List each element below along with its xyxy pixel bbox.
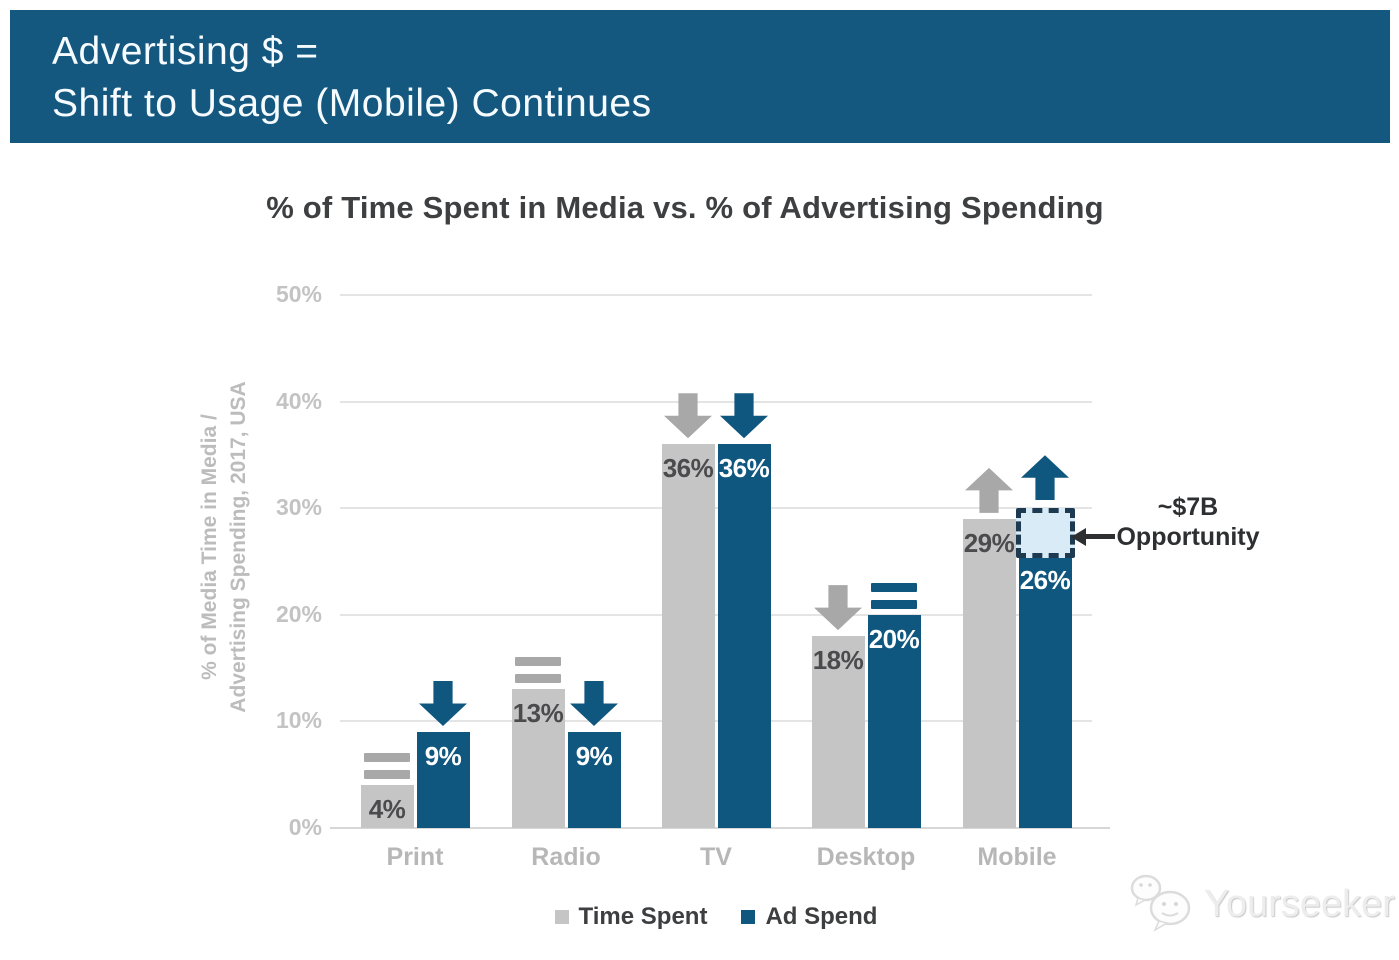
legend-item-time-spent: Time Spent — [554, 903, 708, 931]
trend-equal-icon-time-spent-radio — [515, 657, 561, 684]
bar-time-spent-tv — [661, 444, 715, 828]
title-banner: Advertising $ = Shift to Usage (Mobile) … — [10, 10, 1390, 143]
bar-value-label-time-spent-tv: 36% — [662, 453, 714, 484]
legend-label-ad-spend: Ad Spend — [765, 903, 878, 930]
bar-ad-spend-print — [416, 732, 470, 828]
bar-value-label-ad-spend-tv: 36% — [718, 453, 770, 484]
y-tick-label-40%: 40% — [275, 387, 322, 414]
arrow-left-icon — [1085, 534, 1115, 539]
x-axis-line — [330, 827, 1110, 829]
bar-time-spent-print — [360, 785, 414, 828]
bar-value-label-time-spent-mobile: 29% — [963, 527, 1015, 558]
bar-value-label-ad-spend-print: 9% — [424, 741, 462, 772]
chart-legend: Time Spent Ad Spend — [340, 903, 1092, 931]
x-axis-label-tv: TV — [700, 843, 732, 871]
x-axis-label-print: Print — [386, 843, 444, 871]
trend-equal-bar — [515, 657, 561, 667]
y-tick-label-10%: 10% — [275, 707, 322, 734]
trend-equal-bar — [515, 674, 561, 684]
y-tick-label-30%: 30% — [275, 494, 322, 521]
x-axis-label-radio: Radio — [531, 843, 601, 871]
bar-value-label-ad-spend-mobile: 26% — [1019, 564, 1071, 595]
trend-down-icon-time-spent-desktop — [814, 585, 862, 631]
watermark: Yourseeker — [1126, 872, 1395, 936]
bar-value-label-time-spent-desktop: 18% — [812, 645, 864, 676]
watermark-text: Yourseeker — [1204, 882, 1395, 925]
trend-down-icon-ad-spend-radio — [570, 681, 618, 727]
chat-bubbles-logo-icon — [1130, 874, 1191, 932]
bar-time-spent-mobile — [962, 518, 1016, 828]
bar-value-label-ad-spend-desktop: 20% — [868, 623, 920, 654]
opportunity-annotation: ~$7B Opportunity — [1113, 492, 1263, 552]
bar-ad-spend-radio — [567, 732, 621, 828]
trend-equal-icon-ad-spend-desktop — [871, 582, 917, 609]
trend-up-icon-time-spent-mobile — [965, 467, 1013, 513]
bar-value-label-ad-spend-radio: 9% — [575, 741, 613, 772]
legend-label-time-spent: Time Spent — [578, 903, 708, 930]
arrow-left-icon-head — [1071, 528, 1086, 546]
chart-title: % of Time Spent in Media vs. % of Advert… — [266, 190, 1104, 225]
bar-ad-spend-desktop — [867, 614, 921, 828]
trend-equal-bar — [364, 753, 410, 763]
trend-equal-bar — [871, 582, 917, 592]
trend-equal-icon-time-spent-print — [364, 753, 410, 780]
gridline-50% — [340, 294, 1092, 296]
banner-title-line-1: Advertising $ = — [52, 30, 319, 73]
y-tick-label-0%: 0% — [288, 814, 322, 840]
legend-swatch-ad-spend — [741, 910, 756, 924]
gridline-10% — [340, 720, 1092, 723]
x-axis-label-mobile: Mobile — [977, 843, 1057, 871]
gridline-30% — [340, 507, 1092, 510]
gridline-40% — [340, 400, 1092, 403]
legend-item-ad-spend: Ad Spend — [741, 903, 877, 931]
bar-time-spent-desktop — [811, 636, 865, 828]
bar-ad-spend-mobile — [1018, 550, 1072, 828]
opportunity-annotation-line-1: ~$7B — [1157, 493, 1219, 521]
bar-value-label-time-spent-radio: 13% — [512, 698, 564, 729]
trend-equal-bar — [871, 599, 917, 609]
bar-time-spent-radio — [511, 689, 565, 828]
trend-down-icon-ad-spend-print — [419, 681, 467, 727]
y-tick-label-20%: 20% — [275, 600, 322, 627]
opportunity-box — [1015, 508, 1075, 558]
trend-up-icon-ad-spend-mobile — [1021, 455, 1069, 501]
y-axis-label-line-1: % of Media Time in Media / — [198, 414, 221, 680]
banner-title-line-2: Shift to Usage (Mobile) Continues — [52, 82, 652, 125]
bar-ad-spend-tv — [717, 444, 771, 828]
legend-swatch-time-spent — [554, 910, 569, 924]
opportunity-annotation-line-2: Opportunity — [1116, 523, 1260, 551]
y-tick-label-50%: 50% — [275, 281, 322, 307]
gridline-20% — [340, 613, 1092, 616]
trend-equal-bar — [364, 770, 410, 780]
bar-value-label-time-spent-print: 4% — [368, 794, 406, 825]
x-axis-label-desktop: Desktop — [816, 843, 916, 871]
